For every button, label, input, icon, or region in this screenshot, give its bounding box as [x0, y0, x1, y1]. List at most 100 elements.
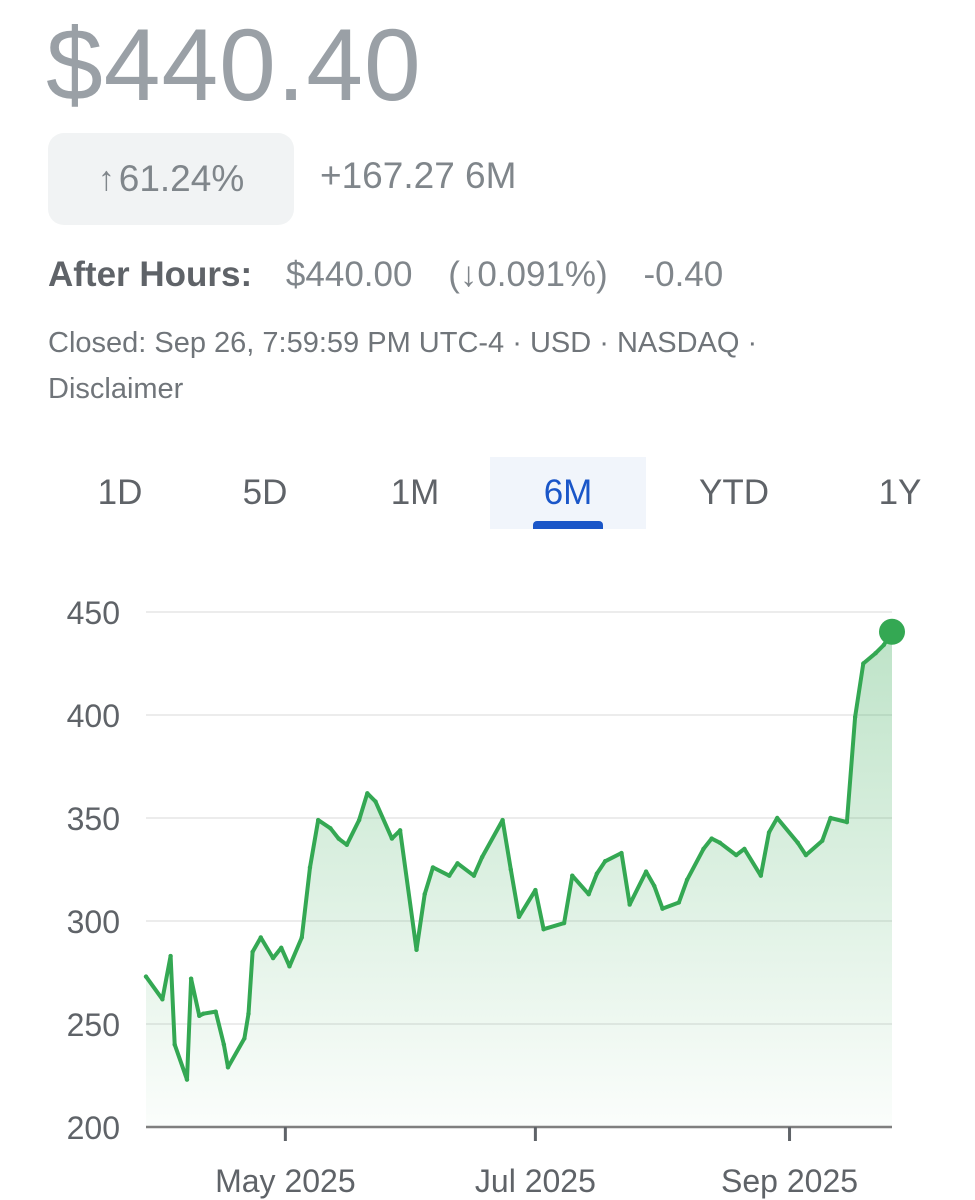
price-point	[397, 828, 403, 833]
price-point	[861, 661, 866, 666]
tab-label: 1Y	[878, 473, 922, 512]
price-point	[258, 935, 263, 940]
price-point	[307, 865, 313, 870]
y-tick-label: 400	[67, 698, 120, 734]
price-point	[676, 900, 682, 905]
price-point	[143, 974, 149, 979]
y-tick-label: 350	[67, 801, 120, 837]
absolute-change: +167.27 6M	[320, 155, 517, 196]
price-point	[652, 883, 657, 889]
price-point	[422, 892, 427, 897]
price-point	[881, 642, 887, 648]
percent-change: 61.24%	[118, 158, 245, 199]
price-point	[373, 799, 378, 804]
price-point	[570, 873, 575, 878]
price-point	[414, 947, 419, 953]
disclaimer-link[interactable]: Disclaimer	[48, 373, 184, 405]
y-tick-label: 300	[67, 904, 120, 940]
price-point	[455, 861, 460, 866]
price-point	[315, 817, 321, 823]
price-point	[299, 935, 304, 940]
price-point	[250, 949, 255, 955]
y-tick-label: 200	[67, 1110, 120, 1146]
arrow-up-icon: ↑	[97, 159, 115, 198]
price-point	[734, 852, 739, 858]
selected-tab-indicator	[533, 521, 603, 529]
price-point	[344, 842, 350, 847]
price-point	[533, 887, 538, 893]
price-point	[758, 873, 764, 878]
price-point	[430, 865, 436, 870]
price-point	[188, 976, 194, 981]
price-point	[660, 906, 665, 911]
after-hours-price: $440.00	[285, 255, 413, 294]
price-point	[356, 817, 362, 823]
tab-label: 6M	[543, 473, 593, 512]
price-point	[541, 927, 546, 932]
price-point	[242, 1036, 247, 1041]
price-point	[852, 714, 858, 720]
price-point	[561, 920, 567, 926]
price-point	[828, 815, 833, 821]
y-tick-label: 450	[67, 595, 120, 631]
price-chart[interactable]: 200 250 300 350 400 450 May 2025 Jul 2025 Sep 20…	[0, 580, 975, 1200]
market-status: Closed: Sep 26, 7:59:59 PM UTC-4 · USD ·…	[48, 320, 948, 412]
price-point	[709, 836, 714, 841]
price-point	[820, 838, 825, 843]
tab-label: 1D	[97, 473, 143, 512]
price-point	[197, 1013, 202, 1018]
tab-1m[interactable]: 1M	[335, 457, 495, 529]
price-point	[365, 791, 370, 796]
price-point	[803, 852, 809, 858]
tab-1y[interactable]: 1Y	[830, 457, 970, 529]
price-point	[516, 914, 522, 920]
after-hours-row: After Hours: $440.00 (↓0.091%) -0.40	[48, 255, 723, 295]
tab-6m[interactable]: 6M	[490, 457, 646, 529]
price-point	[184, 1077, 190, 1082]
x-tick-label: Jul 2025	[475, 1163, 596, 1199]
range-tabs: 1D 5D 1M 6M YTD 1Y	[40, 457, 975, 529]
price-point	[172, 1042, 177, 1047]
price-point	[221, 1042, 227, 1047]
price-point	[643, 869, 649, 874]
price-point	[479, 854, 485, 860]
price-point	[627, 902, 632, 907]
price-point	[471, 873, 477, 878]
price-point	[500, 817, 505, 823]
price-point	[684, 877, 690, 882]
tab-ytd[interactable]: YTD	[654, 457, 814, 529]
price-point	[168, 953, 173, 959]
price-point	[873, 651, 878, 656]
tab-label: 5D	[242, 473, 288, 512]
price-point	[701, 846, 706, 852]
price-point	[586, 892, 591, 897]
price-point	[213, 1009, 218, 1014]
price-point	[766, 830, 772, 835]
price-point	[619, 850, 624, 856]
price-point	[775, 815, 780, 821]
price-point	[742, 846, 747, 852]
after-hours-percent: (↓0.091%)	[448, 255, 608, 294]
tab-5d[interactable]: 5D	[185, 457, 345, 529]
x-tick-label: May 2025	[215, 1163, 356, 1199]
tab-label: YTD	[699, 473, 769, 512]
price-point	[447, 873, 452, 878]
price-point	[279, 945, 284, 950]
current-price-dot	[879, 618, 905, 645]
price-point	[336, 836, 341, 841]
tab-1d[interactable]: 1D	[40, 457, 200, 529]
price-point	[270, 955, 276, 961]
price-point	[246, 1011, 251, 1016]
price-point	[508, 867, 514, 872]
tab-label: 1M	[390, 473, 440, 512]
price-point	[389, 836, 395, 841]
x-tick-label: Sep 2025	[721, 1163, 858, 1199]
price-point	[201, 1011, 206, 1016]
y-tick-label: 250	[67, 1007, 120, 1043]
price-point	[717, 840, 723, 845]
after-hours-label: After Hours:	[48, 255, 253, 294]
price-area	[146, 631, 892, 1127]
price-point	[287, 964, 292, 969]
after-hours-change: -0.40	[643, 255, 724, 294]
market-status-text: Closed: Sep 26, 7:59:59 PM UTC-4 · USD ·…	[48, 327, 758, 359]
